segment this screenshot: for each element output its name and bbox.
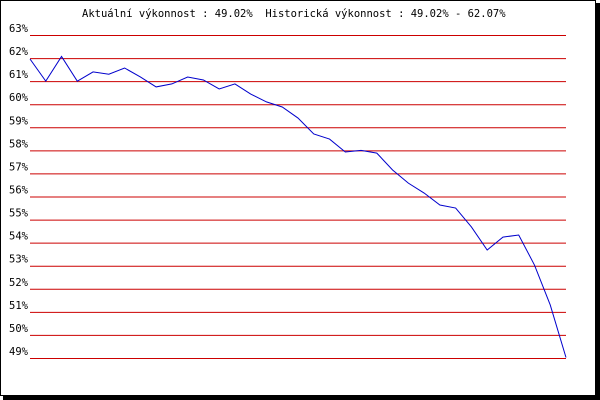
y-tick-label: 56% bbox=[9, 185, 29, 197]
y-tick-label: 50% bbox=[9, 323, 29, 335]
y-tick-label: 60% bbox=[9, 92, 29, 104]
y-tick-label: 54% bbox=[9, 231, 29, 243]
y-tick-label: 63% bbox=[9, 23, 29, 35]
y-tick-label: 62% bbox=[9, 46, 29, 58]
chart-title: Aktuální výkonnost : 49.02% Historická v… bbox=[82, 8, 506, 20]
y-tick-label: 52% bbox=[9, 277, 29, 289]
y-tick-label: 61% bbox=[9, 69, 29, 81]
y-tick-label: 49% bbox=[9, 346, 29, 358]
y-tick-label: 53% bbox=[9, 254, 29, 266]
data-line bbox=[29, 55, 567, 358]
y-tick-label: 58% bbox=[9, 138, 29, 150]
y-tick-label: 51% bbox=[9, 300, 29, 312]
y-tick-label: 59% bbox=[9, 115, 29, 127]
y-tick-label: 55% bbox=[9, 208, 29, 220]
y-tick-label: 57% bbox=[9, 161, 29, 173]
